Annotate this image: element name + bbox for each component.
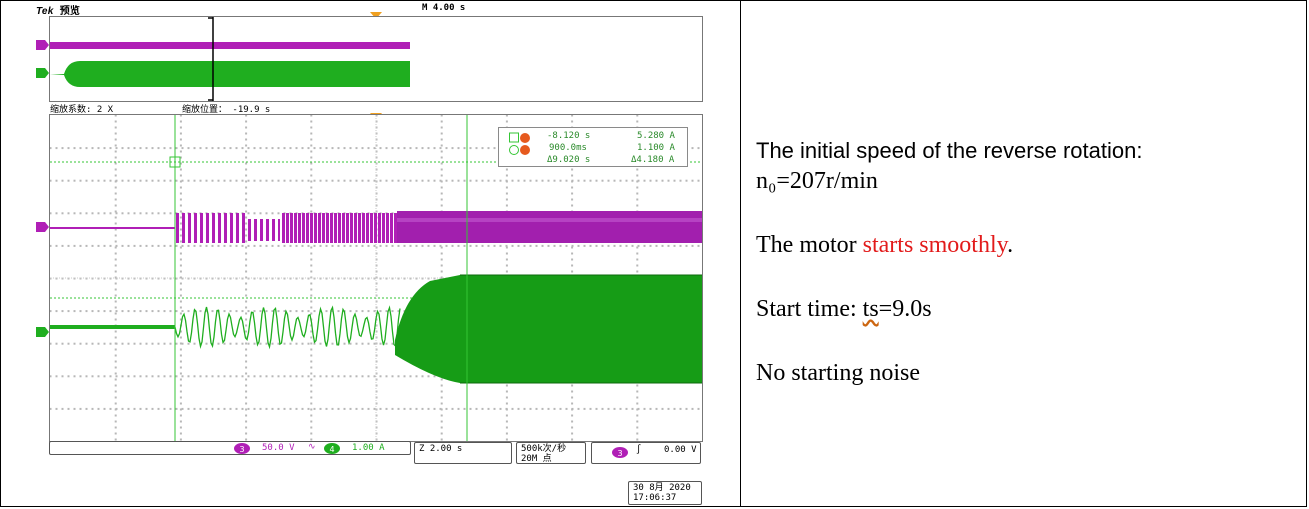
ch4-badge-icon: 4 [324, 443, 340, 454]
cursor-readout: -8.120 s 5.280 A 900.0ms 1.100 A Δ9.020 … [498, 127, 688, 167]
zoom-factor-label: 缩放系数: 2 X [50, 105, 114, 115]
scope-header: Tek 预览 [36, 2, 80, 17]
ch3-badge-icon: 3 [234, 443, 250, 454]
cursor-b-value: 1.100 A [637, 143, 675, 153]
ch4-scale: 1.00 A [352, 443, 385, 453]
delta-time: Δ9.020 s [547, 155, 591, 165]
rising-edge-icon: ∫ [636, 445, 642, 455]
svg-text:3: 3 [617, 449, 622, 458]
ch3-marker-icon [36, 222, 49, 232]
horizontal-scale-box: Z 2.00 s [414, 442, 512, 464]
datetime-box: 30 8月 2020 17:06:37 [628, 481, 702, 505]
channel-status-bar: 3 50.0 V ∿ 4 1.00 A [49, 441, 411, 455]
trigger-box: 3 ∫ 0.00 V [591, 442, 701, 464]
sample-rate: 500k次/秒 [521, 444, 567, 454]
noise-line: No starting noise [756, 360, 920, 386]
start-time-suffix: =9.0s [878, 296, 932, 322]
mode-label: 预览 [59, 6, 81, 17]
cursor-a-time: -8.120 s [547, 131, 591, 141]
delta-value: Δ4.180 A [631, 155, 675, 165]
overview-panel [49, 16, 703, 102]
record-length: 20M 点 [521, 454, 552, 464]
smooth-start-prefix: The motor [756, 232, 863, 258]
brand-label: Tek [36, 6, 54, 17]
ch4-overview-marker-icon [36, 68, 49, 78]
initial-speed-value: n₀=207r/min [756, 168, 878, 194]
acquisition-box: 500k次/秒 20M 点 [516, 442, 586, 464]
start-time-prefix: Start time: [756, 296, 863, 322]
time-label: 17:06:37 [633, 493, 677, 503]
description-cell: The initial speed of the reverse rotatio… [756, 136, 1296, 388]
main-graticule [49, 114, 703, 442]
cursor-a-value: 5.280 A [637, 131, 675, 141]
trigger-channel-icon: 3 [612, 447, 628, 458]
trigger-level: 0.00 V [664, 445, 697, 455]
svg-text:4: 4 [329, 445, 334, 454]
smooth-start-suffix: . [1007, 232, 1014, 258]
main-waveform-area [49, 114, 702, 441]
ch4-waveform [50, 274, 702, 384]
ch3-waveform [50, 211, 702, 243]
ch3-scale: 50.0 V [262, 443, 295, 453]
overview-waveform [50, 17, 410, 101]
smooth-start-line: The motor starts smoothly. [756, 230, 1296, 260]
smooth-start-highlight: starts smoothly [862, 232, 1008, 258]
ch4-marker-icon [36, 327, 49, 337]
column-divider [740, 0, 741, 506]
date-label: 30 8月 2020 [633, 483, 691, 493]
start-time-variable: ts [862, 296, 879, 322]
oscilloscope-screenshot: Tek 预览 M 4.00 s 缩放系数: 2 X 缩放位置： -19.9 s … [30, 0, 710, 509]
cursor-a-readout-icon [509, 132, 530, 143]
ch3-overview-marker-icon [36, 40, 49, 50]
trigger-position-icon [370, 12, 382, 19]
bandwidth-icon: ∿ [308, 442, 316, 452]
start-time-line: Start time: ts=9.0s [756, 294, 1296, 324]
reverse-speed-title: The initial speed of the reverse rotatio… [756, 138, 1143, 163]
svg-text:3: 3 [239, 445, 244, 454]
cursor-b-time: 900.0ms [549, 143, 587, 153]
zoom-position-label: 缩放位置： -19.9 s [182, 105, 271, 115]
timebase-label: M 4.00 s [422, 3, 466, 13]
horizontal-scale: Z 2.00 s [419, 444, 463, 454]
cursor-b-readout-icon [509, 145, 530, 155]
